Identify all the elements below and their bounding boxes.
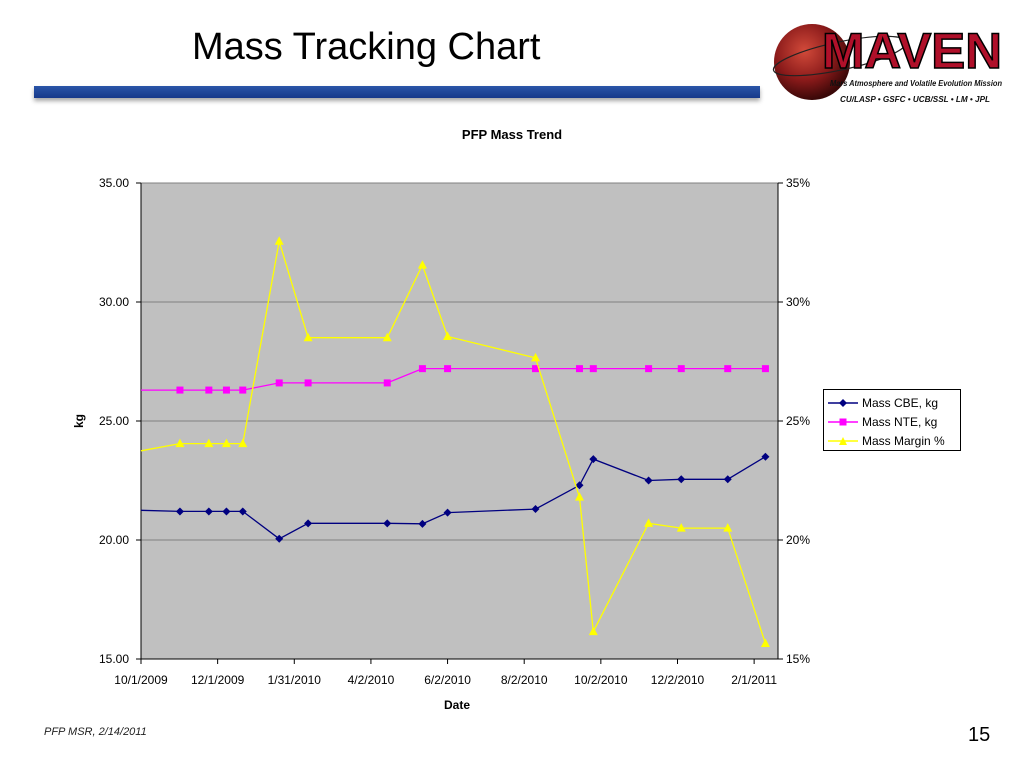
data-point-cbe (761, 452, 770, 461)
x-tick-label: 6/2/2010 (424, 673, 471, 687)
square-marker-icon (828, 418, 858, 425)
data-point-cbe (575, 481, 584, 490)
data-point-nte (418, 365, 426, 373)
data-point-margin (274, 236, 284, 245)
data-point-nte (275, 379, 283, 387)
data-point-nte (724, 365, 732, 373)
data-point-margin (175, 438, 185, 448)
legend-label-cbe: Mass CBE, kg (862, 395, 939, 410)
data-point-margin (382, 332, 392, 342)
x-axis-ticks: 10/1/2009 12/1/2009 1/31/2010 4/2/2010 6/2/2… (114, 658, 778, 687)
data-point-margin (723, 523, 733, 532)
page-number: 15 (968, 724, 991, 746)
data-point-margin (204, 438, 214, 448)
y-tick-label: 30.00 (99, 295, 129, 309)
x-tick-label: 10/1/2009 (114, 673, 168, 687)
data-point-margin (588, 626, 598, 636)
x-axis-label: Date (444, 698, 470, 712)
data-point-margin (303, 332, 313, 342)
data-point-margin (417, 260, 427, 269)
data-point-margin (676, 523, 686, 532)
data-point-nte (677, 365, 685, 373)
y2-tick-label: 20% (786, 533, 810, 547)
x-tick-label: 1/31/2010 (268, 673, 322, 687)
legend-item-cbe: Mass CBE, kg (828, 393, 960, 412)
legend-label-nte: Mass NTE, kg (862, 414, 938, 429)
y-tick-label: 35.00 (99, 176, 129, 190)
data-point-margin (644, 518, 654, 527)
data-point-cbe (589, 455, 598, 464)
x-tick-label: 12/2/2010 (651, 673, 705, 687)
header-bar (34, 86, 760, 98)
y-axis-label: kg (72, 414, 86, 428)
data-point-cbe (204, 507, 213, 516)
diamond-marker-icon (828, 398, 858, 407)
series-layer (140, 236, 770, 648)
y-tick-label: 25.00 (99, 414, 129, 428)
data-point-cbe (418, 519, 427, 528)
data-point-margin (531, 352, 541, 362)
data-point-nte (645, 365, 653, 373)
data-point-nte (205, 386, 213, 394)
data-point-margin (221, 438, 231, 448)
legend-item-nte: Mass NTE, kg (828, 412, 960, 431)
data-point-nte (239, 386, 247, 394)
data-point-cbe (644, 476, 653, 485)
maven-partners: CU/LASP • GSFC • UCB/SSL • LM • JPL (840, 95, 990, 104)
data-point-margin (574, 492, 584, 501)
x-tick-label: 4/2/2010 (348, 673, 395, 687)
data-point-cbe (175, 507, 184, 516)
data-point-cbe (275, 534, 284, 543)
maven-subtitle: Mars Atmosphere and Volatile Evolution M… (830, 79, 1002, 88)
legend-label-margin: Mass Margin % (862, 433, 945, 448)
data-point-margin (238, 438, 248, 448)
data-point-nte (761, 365, 769, 373)
data-point-nte (589, 365, 597, 373)
x-tick-label: 8/2/2010 (501, 673, 548, 687)
legend-item-margin: Mass Margin % (828, 431, 960, 450)
data-point-nte (222, 386, 230, 394)
x-tick-label: 12/1/2009 (191, 673, 245, 687)
y2-tick-label: 15% (786, 652, 810, 666)
data-point-margin (760, 638, 770, 648)
data-point-margin (443, 331, 453, 341)
x-tick-label: 2/1/2011 (731, 673, 777, 687)
chart-title: PFP Mass Trend (462, 127, 562, 142)
triangle-marker-icon (828, 436, 858, 445)
x-tick-label: 10/2/2010 (574, 673, 628, 687)
data-point-cbe (304, 519, 313, 528)
data-point-cbe (238, 507, 247, 516)
y2-axis-ticks: 15% 20% 25% 30% 35% (777, 176, 810, 666)
data-point-nte (176, 386, 184, 394)
footer-text: PFP MSR, 2/14/2011 (44, 726, 147, 738)
data-point-cbe (443, 508, 452, 517)
data-point-nte (444, 365, 452, 373)
maven-wordmark: MAVEN (822, 23, 1002, 79)
y-tick-label: 20.00 (99, 533, 129, 547)
data-point-nte (532, 365, 540, 373)
y2-tick-label: 30% (786, 295, 810, 309)
data-point-nte (383, 379, 391, 387)
data-point-cbe (531, 505, 540, 514)
chart-legend: Mass CBE, kg Mass NTE, kg Mass Margin % (823, 389, 961, 451)
data-point-nte (575, 365, 583, 373)
slide-title: Mass Tracking Chart (192, 26, 541, 68)
y-axis-ticks: 15.00 20.00 25.00 30.00 35.00 (99, 176, 142, 666)
data-point-cbe (222, 507, 231, 516)
y2-tick-label: 35% (786, 176, 810, 190)
mars-planet-icon (774, 24, 850, 100)
maven-logo: MAVEN Mars Atmosphere and Volatile Evolu… (772, 22, 1003, 104)
data-point-cbe (723, 475, 732, 484)
data-point-nte (304, 379, 312, 387)
data-point-cbe (383, 519, 392, 528)
data-point-cbe (677, 475, 686, 484)
y-tick-label: 15.00 (99, 652, 129, 666)
y2-tick-label: 25% (786, 414, 810, 428)
